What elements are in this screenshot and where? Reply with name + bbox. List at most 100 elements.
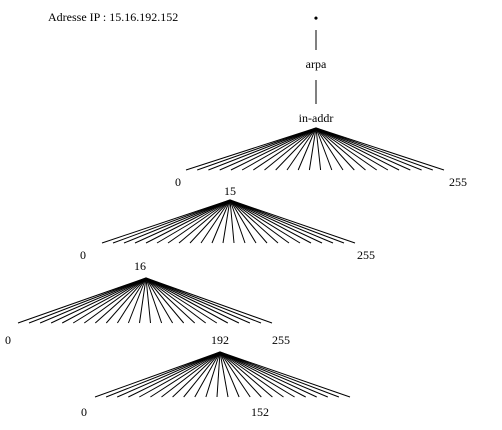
fan1-branch-line bbox=[123, 199, 231, 244]
fan1-branch-line bbox=[101, 199, 231, 244]
fan1-branch-line bbox=[229, 199, 356, 244]
fan0-branch-line bbox=[219, 127, 317, 171]
fan3-branch-line bbox=[219, 351, 328, 398]
fan0-branch-line bbox=[308, 127, 317, 171]
fan2-branch-line bbox=[105, 277, 147, 324]
fan3-branch-line bbox=[105, 351, 221, 398]
fan2-branch-line bbox=[94, 277, 147, 324]
fan2-branch-line bbox=[145, 277, 218, 324]
fan1-branch-line bbox=[229, 199, 323, 244]
fan0-branch-line bbox=[315, 127, 389, 171]
fan2-branch-line bbox=[61, 277, 147, 324]
node-15-range-start: 0 bbox=[80, 248, 86, 262]
fan0-branch-line bbox=[253, 127, 317, 171]
fan2-branch-line bbox=[17, 277, 147, 324]
fan0-branch-line bbox=[315, 127, 422, 171]
fan3-branch-line bbox=[139, 351, 221, 398]
fan3-branch-line bbox=[219, 351, 317, 398]
fan1-branch-line bbox=[200, 199, 231, 244]
fan0-branch-line bbox=[286, 127, 317, 171]
fan3-branch-line bbox=[172, 351, 221, 398]
in-addr-range-end: 255 bbox=[449, 175, 467, 189]
fan0-branch-line bbox=[315, 127, 322, 171]
fan1-branch-line bbox=[229, 199, 290, 244]
fan1-branch-line bbox=[134, 199, 231, 244]
fan0-branch-line bbox=[185, 127, 317, 171]
fan3-branch-line bbox=[116, 351, 221, 398]
node-16-label: 16 bbox=[134, 259, 146, 273]
fan0-branch-line bbox=[315, 127, 333, 171]
fan2-branch-line bbox=[145, 277, 251, 324]
fan0-branch-line bbox=[297, 127, 317, 171]
fan0-branch-line bbox=[315, 127, 411, 171]
fan-in-addr bbox=[185, 127, 445, 171]
fan1-branch-line bbox=[229, 199, 257, 244]
fan1-branch-line bbox=[112, 199, 231, 244]
fan0-branch-line bbox=[230, 127, 317, 171]
fan2-branch-line bbox=[50, 277, 147, 324]
fan3-branch-line bbox=[150, 351, 221, 398]
fan2-branch-line bbox=[145, 277, 196, 324]
fan2-branch-line bbox=[116, 277, 147, 324]
fan3-branch-line bbox=[219, 351, 295, 398]
node-15-range-end: 255 bbox=[357, 248, 375, 262]
fan0-branch-line bbox=[264, 127, 317, 171]
fan3-branch-line bbox=[219, 351, 251, 398]
fan0-branch-line bbox=[315, 127, 400, 171]
node-16-range-end: 255 bbox=[272, 333, 290, 347]
fan3-branch-line bbox=[161, 351, 221, 398]
fan-16 bbox=[17, 277, 273, 324]
fan2-branch-line bbox=[39, 277, 147, 324]
fan0-branch-line bbox=[315, 127, 355, 171]
fan0-branch-line bbox=[275, 127, 317, 171]
fan2-branch-line bbox=[145, 277, 151, 324]
fan2-branch-line bbox=[145, 277, 207, 324]
node-192-label: 192 bbox=[211, 333, 229, 347]
in-addr-node-label: in-addr bbox=[299, 111, 334, 125]
fan2-branch-line bbox=[84, 277, 147, 324]
fan3-branch-line bbox=[219, 351, 306, 398]
fan1-branch-line bbox=[229, 199, 334, 244]
fan2-branch-line bbox=[145, 277, 185, 324]
fan3-branch-line bbox=[219, 351, 273, 398]
fan1-branch-line bbox=[222, 199, 231, 244]
fan3-branch-line bbox=[219, 351, 284, 398]
fan1-branch-line bbox=[229, 199, 235, 244]
fan0-branch-line bbox=[315, 127, 433, 171]
fan3-branch-line bbox=[128, 351, 221, 398]
ip-address-title: Adresse IP : 15.16.192.152 bbox=[48, 10, 178, 24]
fan1-branch-line bbox=[178, 199, 231, 244]
fan0-branch-line bbox=[315, 127, 445, 171]
fan2-branch-line bbox=[72, 277, 147, 324]
fan1-branch-line bbox=[156, 199, 231, 244]
fan3-branch-line bbox=[219, 351, 240, 398]
fan2-branch-line bbox=[139, 277, 147, 324]
node-192-range-end: 152 bbox=[251, 405, 269, 419]
fan3-branch-line bbox=[183, 351, 221, 398]
fan0-branch-line bbox=[315, 127, 377, 171]
fan3-branch-line bbox=[94, 351, 221, 398]
fan3-branch-line bbox=[219, 351, 340, 398]
arpa-node-label: arpa bbox=[306, 57, 327, 71]
fan-192 bbox=[94, 351, 351, 398]
fan2-branch-line bbox=[127, 277, 147, 324]
fan0-branch-line bbox=[241, 127, 317, 171]
fan2-branch-line bbox=[145, 277, 174, 324]
fan1-branch-line bbox=[145, 199, 231, 244]
fan0-branch-line bbox=[197, 127, 317, 171]
fan1-branch-line bbox=[229, 199, 279, 244]
root-dot: • bbox=[314, 11, 318, 25]
fan2-branch-line bbox=[145, 277, 240, 324]
fan1-branch-line bbox=[229, 199, 312, 244]
fan2-branch-line bbox=[145, 277, 262, 324]
fan-15 bbox=[101, 199, 356, 244]
fan3-branch-line bbox=[219, 351, 229, 398]
fan1-branch-line bbox=[229, 199, 246, 244]
fan0-branch-line bbox=[315, 127, 344, 171]
fan3-branch-line bbox=[219, 351, 351, 398]
fan1-branch-line bbox=[167, 199, 231, 244]
fan0-branch-line bbox=[208, 127, 317, 171]
fan3-branch-line bbox=[219, 351, 262, 398]
fan3-branch-line bbox=[216, 351, 221, 398]
